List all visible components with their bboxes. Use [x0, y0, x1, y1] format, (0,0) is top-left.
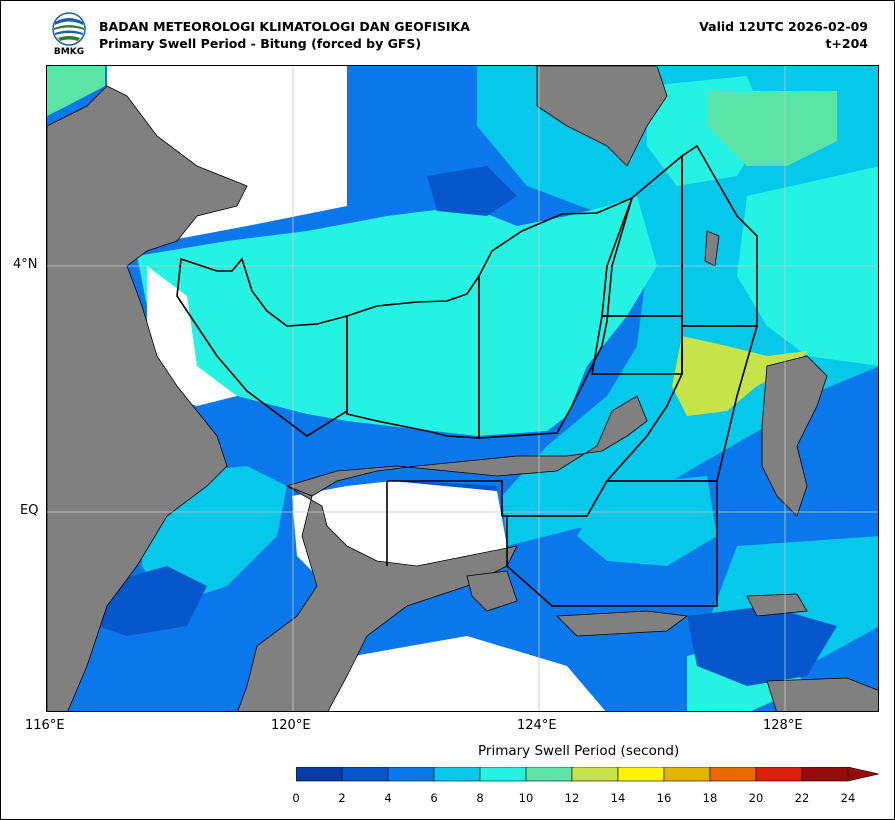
- swell-period-map: [47, 66, 878, 711]
- land-sulawesi-body: [237, 485, 518, 711]
- chart-subtitle: Primary Swell Period - Bitung (forced by…: [99, 36, 422, 51]
- lon-label-120e: 120°E: [271, 718, 311, 733]
- lon-label-128e: 128°E: [763, 718, 803, 733]
- colorbar-tick-label: 0: [292, 791, 300, 805]
- agency-title: BADAN METEOROLOGI KLIMATOLOGI DAN GEOFIS…: [99, 19, 470, 34]
- lat-label-eq: EQ: [20, 503, 39, 518]
- field-10-12-northwest: [47, 66, 105, 116]
- colorbar-tick-label: 16: [656, 791, 672, 805]
- forecast-zone-outlines: [176, 144, 759, 607]
- field-12-14-molucca: [672, 336, 807, 416]
- field-2-4-southeast: [687, 606, 837, 686]
- colorbar-segment: [755, 767, 803, 782]
- colorbar-segment: [801, 767, 849, 782]
- land-obi: [746, 593, 808, 617]
- colorbar-segment: [525, 767, 573, 782]
- colorbar-tick-label: 4: [384, 791, 392, 805]
- land-buru-sula: [556, 610, 689, 637]
- field-10-12-northeast: [707, 91, 837, 166]
- bmkg-logo: BMKG: [52, 12, 86, 56]
- colorbar-extend-arrow: [847, 767, 880, 782]
- land-borneo: [47, 85, 248, 711]
- colorbar-tick-label: 24: [840, 791, 856, 805]
- colorbar-tick-label: 2: [338, 791, 346, 805]
- colorbar-tick-label: 14: [610, 791, 626, 805]
- land-sulawesi-north-arm: [285, 395, 648, 497]
- colorbar-segment: [296, 767, 343, 782]
- field-2-4-north-patch: [427, 166, 517, 216]
- lon-label-116e: 116°E: [25, 718, 65, 733]
- colorbar-segment: [479, 767, 527, 782]
- colorbar-tick-label: 22: [794, 791, 810, 805]
- logo-text: BMKG: [54, 47, 84, 56]
- lat-label-4n: 4°N: [13, 257, 38, 272]
- colorbar-title: Primary Swell Period (second): [478, 743, 680, 759]
- colorbar-tick-label: 6: [430, 791, 438, 805]
- colorbar-segment: [709, 767, 757, 782]
- colorbar-segment: [663, 767, 711, 782]
- colorbar-tick-label: 8: [476, 791, 484, 805]
- colorbar-segment: [341, 767, 389, 782]
- land-halmahera: [761, 355, 828, 517]
- valid-time: Valid 12UTC 2026-02-09: [699, 19, 868, 34]
- field-8-10-celebes-sea: [137, 196, 657, 436]
- land-mindanao: [536, 66, 668, 167]
- no-data-west-coast: [147, 266, 237, 406]
- colorbar-tick-label: 18: [702, 791, 718, 805]
- lon-label-124e: 124°E: [517, 718, 557, 733]
- colorbar-segment: [433, 767, 481, 782]
- header-right: Valid 12UTC 2026-02-09 t+204: [699, 18, 868, 52]
- colorbar-tick-label: 20: [748, 791, 764, 805]
- no-data-south: [297, 636, 606, 711]
- colorbar-segment: [387, 767, 435, 782]
- colorbar: [296, 767, 880, 782]
- land-seram: [766, 677, 878, 711]
- colorbar-segment: [617, 767, 665, 782]
- lead-time: t+204: [825, 36, 868, 51]
- colorbar-tick-label: 12: [564, 791, 580, 805]
- colorbar-tick-label: 10: [518, 791, 534, 805]
- zone-west: [176, 257, 348, 437]
- zone-northeast: [478, 196, 634, 439]
- field-6-8-south-bay: [577, 476, 717, 566]
- land-banggai: [466, 570, 518, 612]
- map-panel: [46, 65, 879, 712]
- field-2-4-southwest: [97, 566, 207, 636]
- zone-tomini: [386, 480, 587, 566]
- header-left: BADAN METEOROLOGI KLIMATOLOGI DAN GEOFIS…: [99, 18, 470, 52]
- colorbar-segment: [571, 767, 619, 782]
- field-6-8-east: [477, 66, 878, 546]
